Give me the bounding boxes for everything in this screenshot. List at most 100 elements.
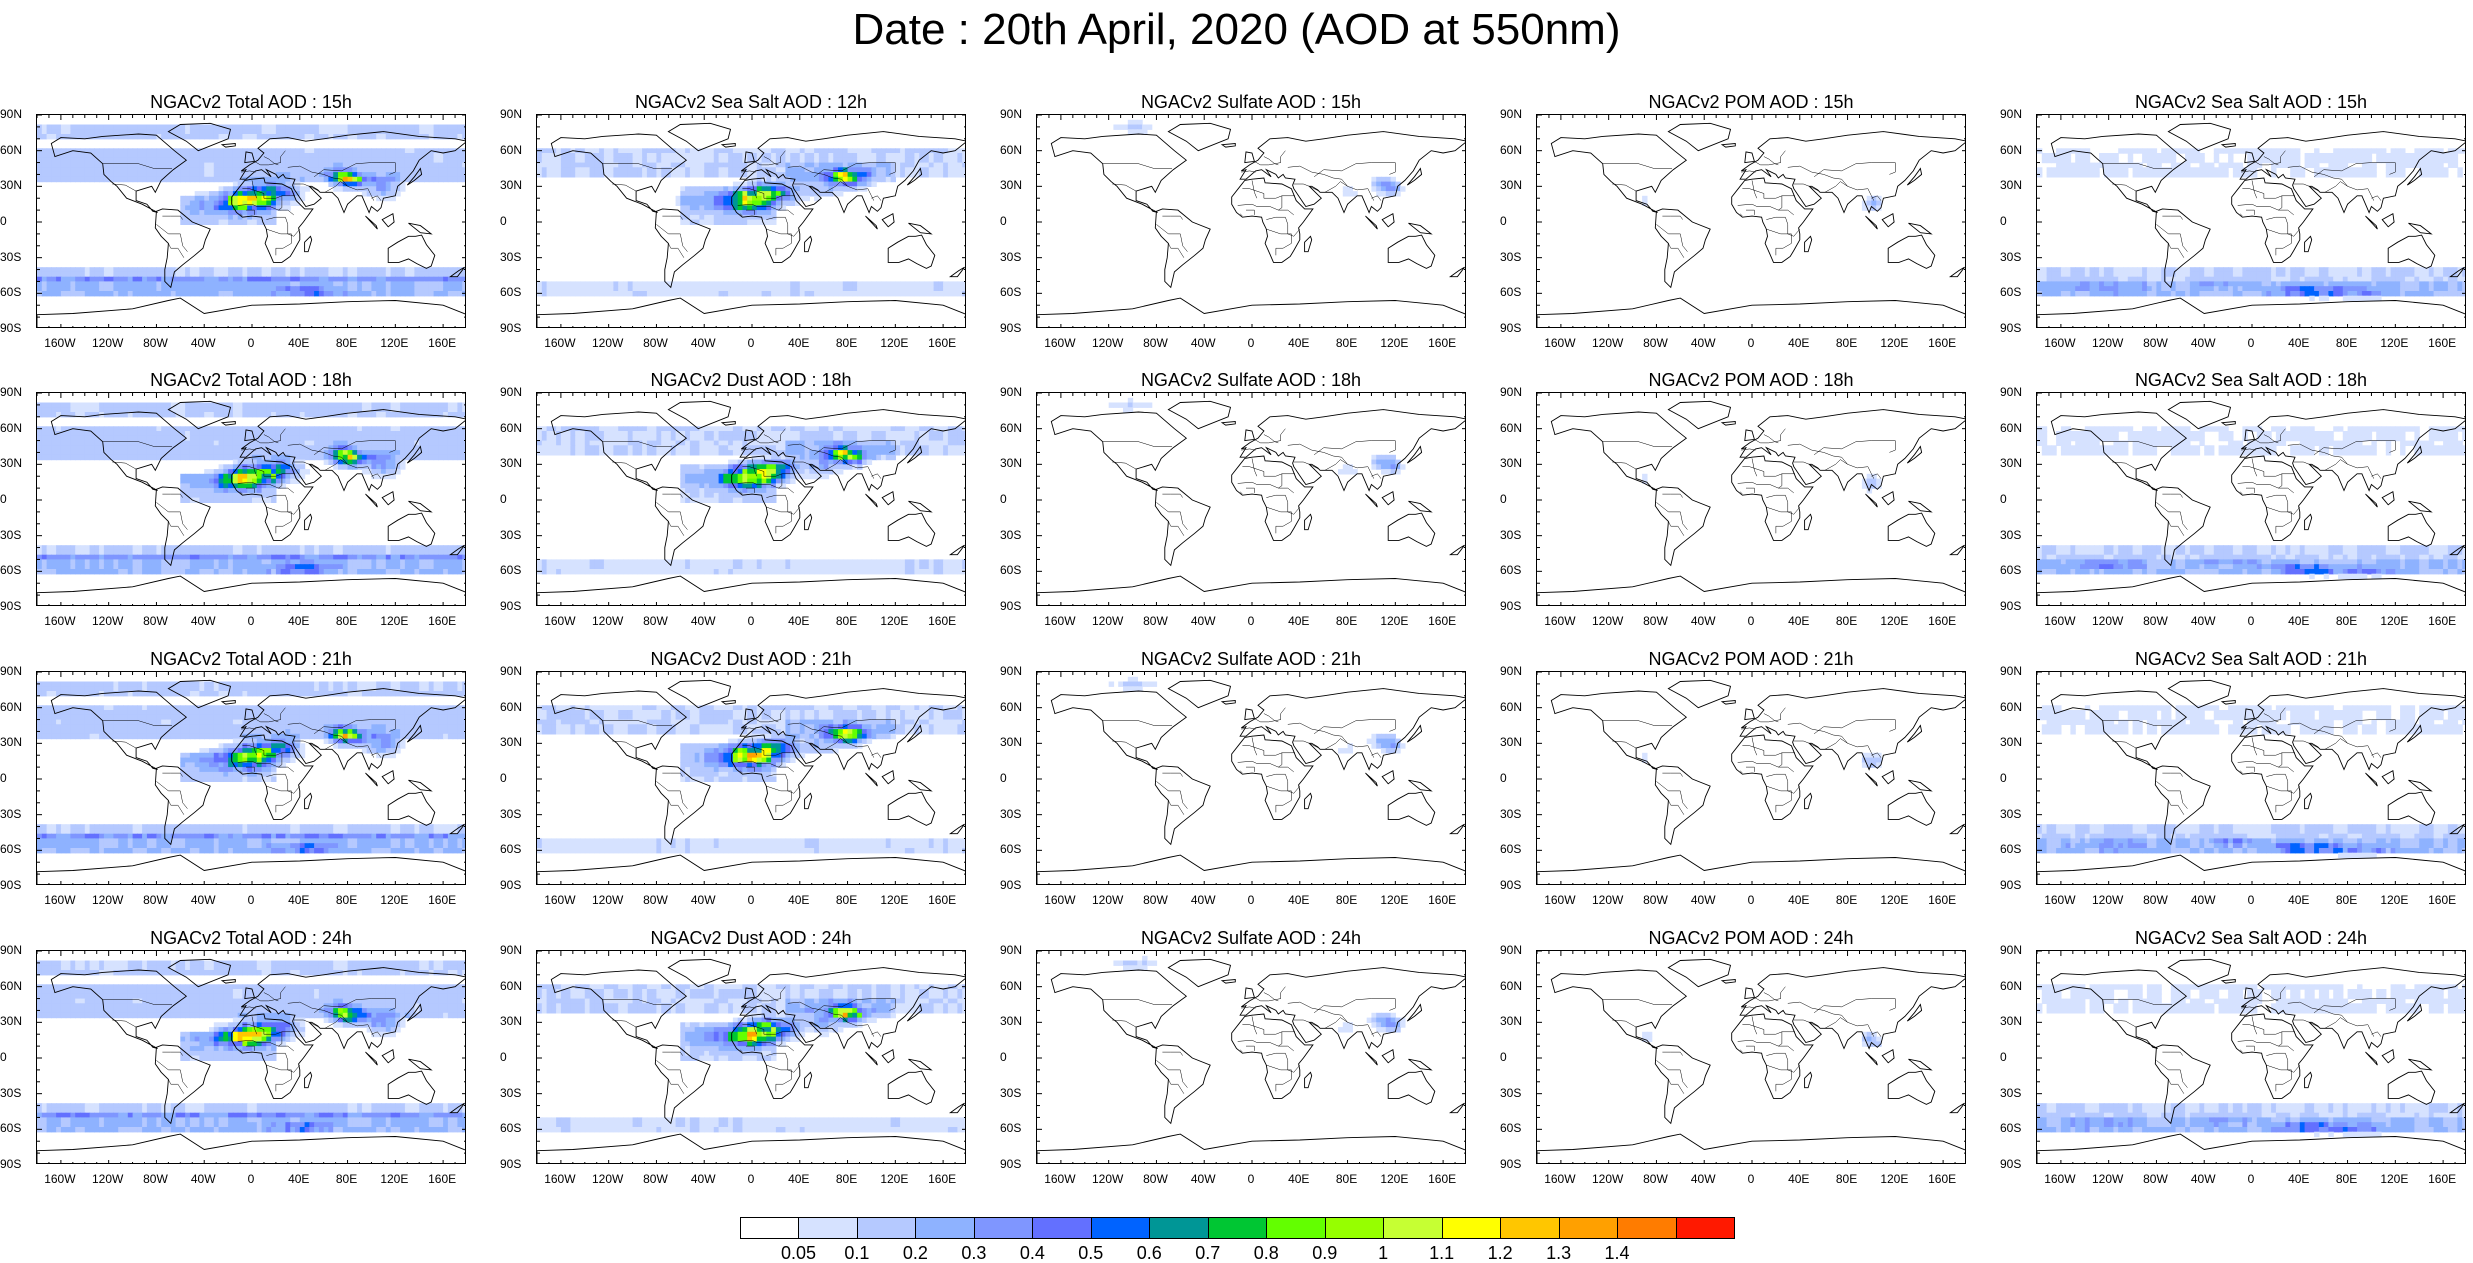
lat-tick-label: 30S <box>1000 1086 1032 1100</box>
aod-map <box>537 115 966 328</box>
lon-tick-label: 120W <box>1588 1172 1628 1186</box>
lon-tick-label: 120W <box>1588 893 1628 907</box>
panel-title: NGACv2 POM AOD : 15h <box>1536 90 1966 114</box>
lon-tick-label: 40W <box>183 1172 223 1186</box>
lon-tick-label: 80E <box>2327 893 2367 907</box>
aod-map <box>1537 951 1966 1164</box>
panel-title: NGACv2 Sea Salt AOD : 15h <box>2036 90 2466 114</box>
panel-title: NGACv2 Total AOD : 18h <box>36 368 466 392</box>
colorbar-label: 1.3 <box>1534 1243 1584 1263</box>
axis-ticks <box>1037 672 1466 885</box>
lat-tick-label: 90N <box>500 385 532 399</box>
lon-tick-label: 80E <box>327 893 367 907</box>
lat-tick-label: 30N <box>1000 456 1032 470</box>
lon-tick-label: 120W <box>588 614 628 628</box>
aod-field <box>37 682 466 854</box>
lat-tick-label: 0 <box>500 492 532 506</box>
lon-tick-label: 160E <box>1422 614 1462 628</box>
lon-tick-label: 40W <box>683 614 723 628</box>
lat-tick-label: 90S <box>500 321 532 335</box>
lat-tick-label: 0 <box>500 1050 532 1064</box>
lon-tick-label: 160E <box>1922 336 1962 350</box>
lon-tick-label: 160E <box>1422 1172 1462 1186</box>
lon-tick-label: 80E <box>2327 1172 2367 1186</box>
panel-title: NGACv2 Dust AOD : 18h <box>536 368 966 392</box>
panel-title: NGACv2 Total AOD : 15h <box>36 90 466 114</box>
lat-tick-label: 30N <box>1500 1014 1532 1028</box>
lon-tick-label: 40W <box>1683 893 1723 907</box>
colorbar-label: 1.4 <box>1592 1243 1642 1263</box>
aod-map <box>2037 115 2466 328</box>
lon-tick-label: 0 <box>1231 336 1271 350</box>
aod-map <box>37 672 466 885</box>
colorbar-swatch <box>1149 1217 1208 1239</box>
aod-map <box>1537 115 1966 328</box>
coastlines <box>1537 959 1966 1164</box>
aod-map <box>1037 672 1466 885</box>
lon-tick-label: 80W <box>2135 893 2175 907</box>
lon-tick-label: 160W <box>540 893 580 907</box>
lon-tick-label: 120W <box>1088 614 1128 628</box>
map-area <box>1036 114 1466 328</box>
lat-tick-label: 90N <box>1000 385 1032 399</box>
lon-tick-label: 80W <box>635 614 675 628</box>
lat-tick-label: 90N <box>500 943 532 957</box>
coastlines <box>1537 401 1966 606</box>
lat-tick-label: 90S <box>1500 878 1532 892</box>
lat-tick-label: 60S <box>500 563 532 577</box>
lon-tick-label: 80W <box>1135 336 1175 350</box>
lat-tick-label: 0 <box>500 771 532 785</box>
lon-tick-label: 40E <box>1279 893 1319 907</box>
axis-ticks <box>1537 672 1966 885</box>
aod-map <box>537 672 966 885</box>
lat-tick-label: 30S <box>1500 528 1532 542</box>
colorbar-swatch <box>1208 1217 1267 1239</box>
lon-tick-label: 120E <box>374 614 414 628</box>
lat-tick-label: 30S <box>500 807 532 821</box>
lat-tick-label: 60S <box>0 563 32 577</box>
lon-tick-label: 40E <box>1779 893 1819 907</box>
panel-title: NGACv2 Sea Salt AOD : 24h <box>2036 926 2466 950</box>
aod-map <box>37 951 466 1164</box>
lat-tick-label: 0 <box>1500 214 1532 228</box>
aod-map <box>2037 393 2466 606</box>
lon-tick-label: 120E <box>374 336 414 350</box>
coastlines <box>1037 401 1466 606</box>
aod-field <box>1109 677 1406 754</box>
lon-tick-label: 0 <box>231 336 271 350</box>
colorbar-label: 0.8 <box>1241 1243 1291 1263</box>
lat-tick-label: 90S <box>500 1157 532 1171</box>
lat-tick-label: 60N <box>1500 143 1532 157</box>
map-area <box>536 950 966 1164</box>
lon-tick-label: 80W <box>1135 1172 1175 1186</box>
lon-tick-label: 40E <box>1779 614 1819 628</box>
lat-tick-label: 30N <box>0 456 32 470</box>
lon-tick-label: 120E <box>2374 893 2414 907</box>
colorbar-swatch <box>1500 1217 1559 1239</box>
lat-tick-label: 30N <box>500 178 532 192</box>
lat-tick-label: 90N <box>0 943 32 957</box>
colorbar-label: 1.2 <box>1475 1243 1525 1263</box>
lat-tick-label: 30S <box>0 250 32 264</box>
lat-tick-label: 0 <box>1000 214 1032 228</box>
lat-tick-label: 0 <box>500 214 532 228</box>
lon-tick-label: 120E <box>2374 1172 2414 1186</box>
panel-title: NGACv2 Dust AOD : 24h <box>536 926 966 950</box>
lat-tick-label: 30S <box>1500 250 1532 264</box>
lat-tick-label: 0 <box>1000 492 1032 506</box>
aod-field <box>537 705 966 853</box>
lon-tick-label: 120W <box>1088 893 1128 907</box>
lat-tick-label: 30N <box>0 735 32 749</box>
aod-field <box>37 403 466 575</box>
lat-tick-label: 90S <box>0 878 32 892</box>
lon-tick-label: 120E <box>1374 336 1414 350</box>
lon-tick-label: 0 <box>231 893 271 907</box>
colorbar-swatch <box>1325 1217 1384 1239</box>
colorbar-label: 1 <box>1358 1243 1408 1263</box>
lat-tick-label: 60N <box>0 700 32 714</box>
